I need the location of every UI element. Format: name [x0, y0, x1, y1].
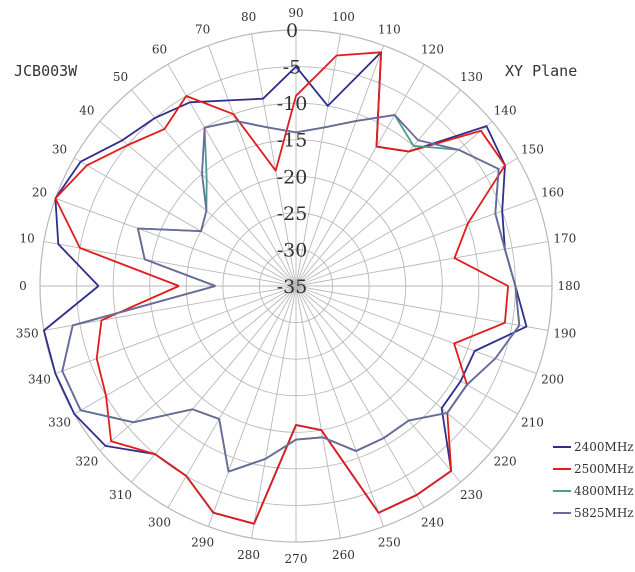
radial-tick-label: -25 — [277, 203, 308, 225]
angle-tick-label: 180 — [558, 279, 581, 293]
angle-tick-label: 270 — [285, 552, 308, 566]
grid-spoke — [295, 285, 384, 527]
grid-spoke — [295, 45, 384, 287]
angle-tick-label: 200 — [541, 372, 564, 386]
grid-spoke — [295, 89, 461, 287]
angle-tick-label: 160 — [541, 186, 564, 200]
legend-label: 2400MHz — [574, 440, 634, 454]
grid-spoke — [295, 285, 461, 483]
series-layer — [43, 51, 528, 525]
angle-tick-label: 190 — [553, 326, 576, 340]
angle-tick-label: 140 — [494, 104, 517, 118]
angle-tick-label: 0 — [19, 279, 27, 293]
angle-tick-label: 150 — [521, 143, 544, 157]
angle-tick-label: 130 — [460, 70, 483, 84]
series-line-3 — [61, 114, 521, 473]
legend-label: 2500MHz — [574, 462, 634, 476]
grid-spoke — [167, 64, 297, 287]
angle-tick-label: 350 — [16, 326, 39, 340]
grid-spoke — [251, 285, 297, 539]
grid-spoke — [208, 45, 297, 287]
grid-spoke — [295, 285, 493, 451]
angle-tick-label: 10 — [20, 232, 35, 246]
grid-spoke — [43, 241, 297, 287]
angle-tick-label: 240 — [421, 515, 444, 529]
angle-tick-label: 120 — [421, 43, 444, 57]
angle-tick-label: 90 — [288, 6, 303, 20]
legend: 2400MHz 2500MHz 4800MHz 5825MHz — [553, 440, 634, 520]
radial-tick-label: -15 — [277, 130, 308, 152]
angle-tick-label: 170 — [553, 232, 576, 246]
angle-tick-label: 300 — [148, 515, 171, 529]
angle-tick-label: 220 — [494, 454, 517, 468]
grid-spoke — [295, 285, 537, 374]
angle-tick-label: 340 — [28, 372, 51, 386]
grid-spoke — [295, 121, 493, 287]
grid-spoke — [208, 285, 297, 527]
grid-spoke — [295, 64, 425, 287]
grid-spoke — [295, 157, 518, 287]
legend-label: 5825MHz — [574, 506, 634, 520]
radial-tick-label: -30 — [277, 239, 308, 261]
grid-spoke — [99, 285, 297, 451]
angle-tick-label: 250 — [378, 536, 401, 550]
angle-tick-label: 80 — [241, 10, 256, 24]
angle-tick-label: 110 — [378, 22, 401, 36]
angle-tick-label: 40 — [79, 104, 94, 118]
grid-spoke — [295, 241, 549, 287]
legend-label: 4800MHz — [574, 484, 634, 498]
angle-tick-label: 30 — [52, 143, 67, 157]
radial-tick-labels: 0 -5 -10 -15 -20 -25 -30 -35 — [277, 20, 308, 298]
grid-spoke — [74, 285, 297, 415]
chart-title: JCB003W — [14, 62, 78, 80]
grid-spoke — [131, 89, 297, 287]
angle-tick-label: 210 — [521, 416, 544, 430]
angle-tick-label: 20 — [32, 186, 47, 200]
angle-tick-label: 290 — [191, 536, 214, 550]
radial-tick-label: -20 — [277, 166, 308, 188]
grid-spoke — [131, 285, 297, 483]
angle-tick-label: 70 — [195, 22, 210, 36]
grid-spoke — [295, 285, 425, 508]
grid-spoke — [251, 33, 297, 287]
angle-tick-labels: 0 10 20 30 40 50 60 70 80 90 100 110 120 130 140 150 160… — [16, 6, 581, 566]
grid-spoke — [295, 285, 518, 415]
radial-tick-label: 0 — [286, 20, 298, 42]
radial-tick-label: -35 — [277, 276, 308, 298]
grid-spoke — [55, 198, 297, 287]
angle-tick-label: 100 — [332, 10, 355, 24]
radial-tick-label: -10 — [277, 93, 308, 115]
grid-spoke — [167, 285, 297, 508]
angle-tick-label: 50 — [113, 70, 128, 84]
angle-tick-label: 330 — [48, 416, 71, 430]
grid-spoke — [295, 285, 341, 539]
grid-spoke — [295, 198, 537, 287]
angle-tick-label: 230 — [460, 488, 483, 502]
series-line-1 — [54, 51, 510, 525]
angle-tick-label: 260 — [332, 548, 355, 562]
chart-subtitle: XY Plane — [505, 62, 578, 80]
grid-spoke — [74, 157, 297, 287]
grid-spoke — [295, 285, 549, 331]
angle-tick-label: 280 — [237, 548, 260, 562]
grid-spoke — [99, 121, 297, 287]
angle-tick-label: 60 — [152, 43, 167, 57]
radial-tick-label: -5 — [283, 57, 302, 79]
angle-tick-label: 320 — [75, 454, 98, 468]
grid-spoke — [295, 33, 341, 287]
grid-spoke — [43, 285, 297, 331]
angle-tick-label: 310 — [109, 488, 132, 502]
grid-spoke — [55, 285, 297, 374]
